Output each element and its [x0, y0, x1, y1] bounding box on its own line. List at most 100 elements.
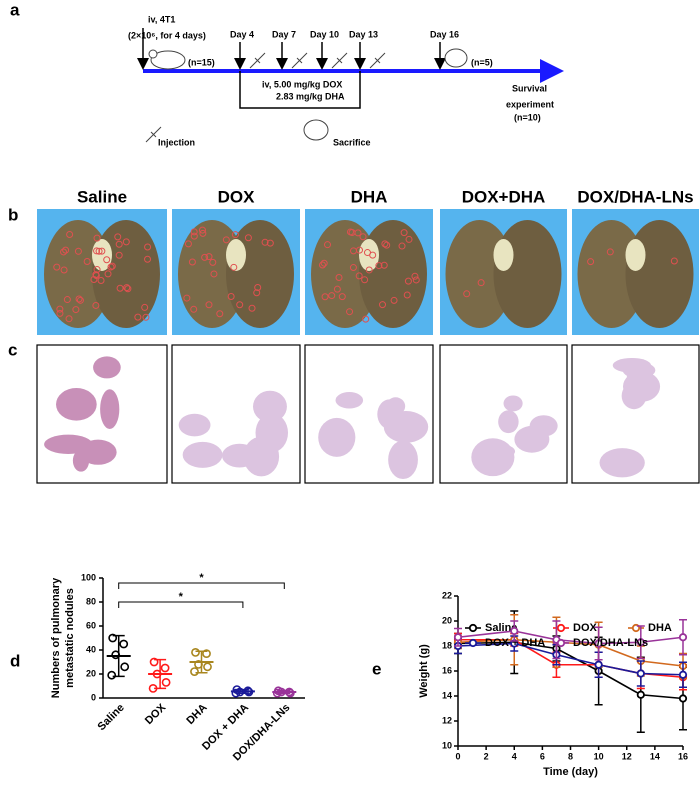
- nodule: [116, 284, 124, 292]
- y-tick-label: 12: [442, 715, 452, 725]
- nodule: [333, 285, 341, 293]
- x-tick-label: 8: [568, 751, 573, 761]
- x-tick-label: 10: [594, 751, 604, 761]
- nodule: [405, 235, 413, 243]
- icons: [145, 48, 468, 143]
- nodule: [346, 308, 354, 316]
- day-label: Day 13: [349, 29, 378, 39]
- tissue: [100, 389, 120, 429]
- trachea: [226, 239, 246, 271]
- nodule: [411, 272, 419, 280]
- nodule: [205, 253, 213, 261]
- nodule: [253, 289, 261, 297]
- nodule: [248, 304, 256, 312]
- significance-bracket: [118, 601, 244, 608]
- nodule: [606, 248, 614, 256]
- tissue: [498, 410, 519, 434]
- nodule: [93, 247, 101, 255]
- nodule: [361, 276, 369, 284]
- nodule: [66, 231, 74, 239]
- nodule: [319, 261, 327, 269]
- panel-label: e: [372, 659, 381, 678]
- nodule: [355, 272, 363, 280]
- nodule: [404, 277, 412, 285]
- nodule: [104, 270, 112, 278]
- data-point: [272, 688, 282, 698]
- tissue: [388, 440, 418, 480]
- nodule: [412, 276, 420, 284]
- data-point: [120, 662, 130, 672]
- timeline-text: (n=10): [514, 112, 541, 122]
- nodule: [338, 293, 346, 301]
- timeline-text: iv, 5.00 mg/kg DOX: [262, 79, 342, 89]
- nodule: [108, 262, 116, 270]
- tissue: [383, 411, 429, 443]
- x-tick-label: 4: [512, 751, 517, 761]
- data-point: [594, 660, 603, 669]
- nodule: [359, 233, 367, 241]
- legend-marker: [556, 623, 566, 633]
- tissue: [56, 388, 97, 421]
- nodule: [365, 266, 373, 274]
- tissue: [178, 413, 211, 437]
- tissue: [503, 395, 523, 412]
- nodule: [350, 247, 358, 255]
- data-point: [243, 686, 253, 696]
- legend-text: Sacrifice: [333, 137, 371, 147]
- nodule: [381, 240, 389, 248]
- nodule: [230, 263, 238, 271]
- nodule: [222, 236, 230, 244]
- nodule: [190, 228, 198, 236]
- panel-label: d: [10, 651, 20, 670]
- nodule: [141, 303, 149, 311]
- nodule: [142, 313, 150, 321]
- tissue: [483, 444, 516, 459]
- data-point: [149, 657, 159, 667]
- nodule: [254, 284, 262, 292]
- y-axis-label: metastatic nodules: [64, 588, 76, 688]
- trachea: [493, 239, 514, 271]
- nodule: [188, 258, 196, 266]
- y-tick-label: 18: [442, 640, 452, 650]
- x-axis-label: Time (day): [543, 766, 598, 778]
- x-tick-label: 14: [650, 751, 660, 761]
- group-label: DHA: [351, 187, 388, 206]
- data-point: [636, 669, 645, 678]
- lung-lobe: [493, 220, 562, 328]
- timeline-text: (n=15): [188, 57, 215, 67]
- nodule: [184, 240, 192, 248]
- tissue: [44, 434, 93, 455]
- y-axis-label: Weight (g): [418, 644, 430, 698]
- data-point: [119, 639, 129, 649]
- nodule: [93, 266, 101, 274]
- nodule: [198, 226, 206, 234]
- nodule: [354, 229, 362, 237]
- tissue: [182, 441, 223, 468]
- tissue: [514, 425, 550, 453]
- y-axis-label: Numbers of pulmonary: [50, 577, 62, 698]
- nodule: [76, 296, 84, 304]
- legend-label: DOX: [573, 622, 598, 634]
- nodule: [115, 240, 123, 248]
- tissue: [243, 436, 280, 477]
- x-tick-label: 16: [678, 751, 688, 761]
- nodule: [134, 313, 142, 321]
- nodule: [199, 229, 207, 237]
- data-point: [108, 633, 118, 643]
- significance-label: *: [179, 591, 184, 603]
- nodule: [236, 301, 244, 309]
- tissue: [386, 397, 406, 416]
- nodule: [201, 253, 209, 261]
- nodule: [335, 273, 343, 281]
- nodule: [53, 263, 61, 271]
- lung-lobe: [92, 220, 160, 328]
- nodule: [320, 259, 328, 267]
- nodule: [56, 305, 64, 313]
- data-point: [678, 633, 688, 642]
- nodule: [62, 246, 70, 254]
- lung-lobe: [625, 220, 694, 328]
- nodule: [390, 296, 398, 304]
- data-point: [244, 687, 254, 697]
- y-tick-label: 20: [86, 668, 96, 678]
